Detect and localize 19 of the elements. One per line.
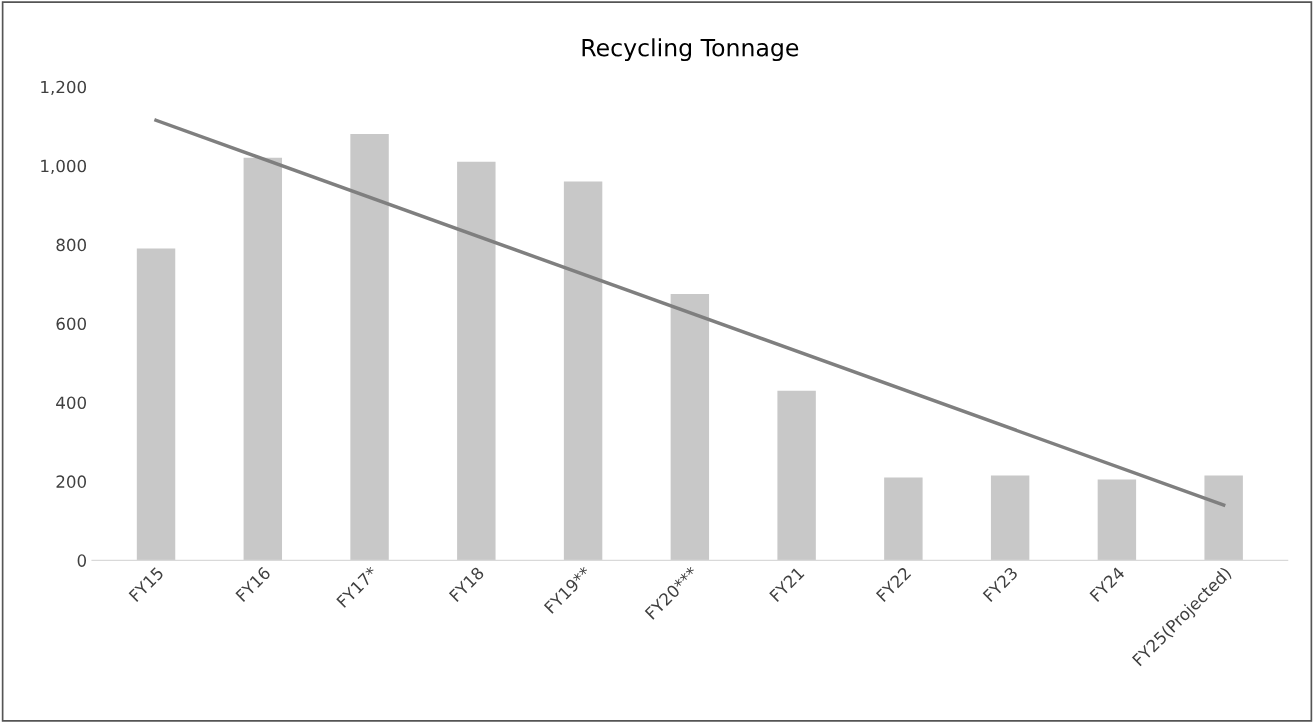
y-tick-label: 800 [56, 238, 87, 252]
bar [457, 161, 496, 561]
chart-title: Recycling Tonnage [582, 38, 799, 62]
bar [1204, 475, 1243, 561]
bar [136, 248, 176, 561]
y-tick-label: 400 [56, 396, 87, 410]
y-tick-label: 0 [77, 554, 87, 567]
bar [990, 475, 1030, 561]
bar [350, 134, 389, 561]
bar [243, 157, 283, 561]
y-tick-label: 600 [56, 317, 87, 331]
bar [884, 477, 923, 561]
y-tick-label: 1,000 [41, 159, 87, 174]
bar [777, 390, 816, 561]
bar [670, 293, 710, 561]
y-tick-label: 200 [56, 475, 87, 488]
y-tick-label: 1,200 [41, 80, 87, 96]
bar [1097, 479, 1137, 561]
bar [563, 181, 603, 561]
